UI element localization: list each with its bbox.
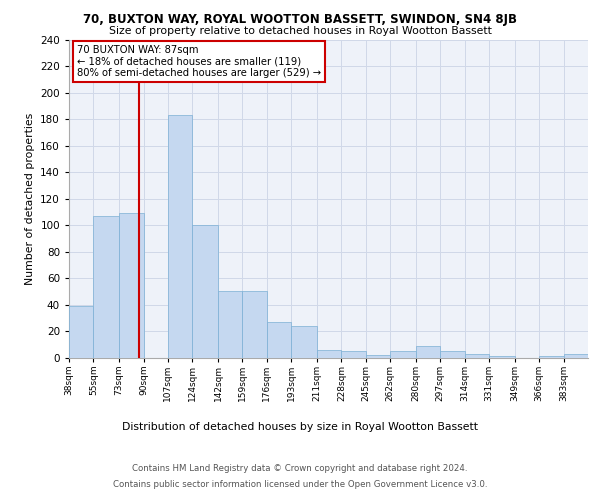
Y-axis label: Number of detached properties: Number of detached properties bbox=[25, 112, 35, 285]
Bar bbox=[218, 292, 242, 358]
Bar bbox=[69, 306, 94, 358]
Bar bbox=[242, 292, 267, 358]
Bar bbox=[563, 354, 588, 358]
Text: 70 BUXTON WAY: 87sqm
← 18% of detached houses are smaller (119)
80% of semi-deta: 70 BUXTON WAY: 87sqm ← 18% of detached h… bbox=[77, 45, 321, 78]
Text: Contains HM Land Registry data © Crown copyright and database right 2024.: Contains HM Land Registry data © Crown c… bbox=[132, 464, 468, 473]
Bar bbox=[440, 351, 465, 358]
Bar bbox=[267, 322, 291, 358]
Bar bbox=[465, 354, 489, 358]
Bar bbox=[341, 351, 366, 358]
Text: 70, BUXTON WAY, ROYAL WOOTTON BASSETT, SWINDON, SN4 8JB: 70, BUXTON WAY, ROYAL WOOTTON BASSETT, S… bbox=[83, 12, 517, 26]
Bar bbox=[416, 346, 440, 358]
Bar bbox=[119, 214, 143, 358]
Bar bbox=[168, 116, 192, 358]
Text: Distribution of detached houses by size in Royal Wootton Bassett: Distribution of detached houses by size … bbox=[122, 422, 478, 432]
Bar bbox=[94, 216, 119, 358]
Bar bbox=[291, 326, 317, 358]
Text: Contains public sector information licensed under the Open Government Licence v3: Contains public sector information licen… bbox=[113, 480, 487, 489]
Bar bbox=[366, 355, 390, 358]
Bar bbox=[489, 356, 515, 358]
Text: Size of property relative to detached houses in Royal Wootton Bassett: Size of property relative to detached ho… bbox=[109, 26, 491, 36]
Bar bbox=[317, 350, 341, 358]
Bar bbox=[390, 351, 416, 358]
Bar bbox=[192, 225, 218, 358]
Bar bbox=[539, 356, 563, 358]
